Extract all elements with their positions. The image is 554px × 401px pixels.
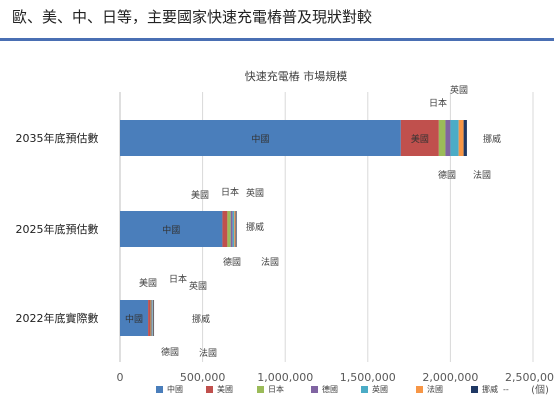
- legend-label: 日本: [268, 384, 284, 394]
- bar-annotation: 美國: [139, 277, 157, 289]
- bar-data-label: 中國: [125, 313, 143, 325]
- category-label: 2022年底實際數: [16, 311, 99, 325]
- bar-annotation: 日本: [169, 273, 187, 285]
- bar-segment: [463, 120, 467, 156]
- bar-segment: [151, 300, 153, 336]
- bar-segment: [234, 211, 236, 247]
- legend-label: 美國: [217, 384, 233, 394]
- legend-swatch: [361, 386, 368, 393]
- x-tick-label: 2,500,000: [505, 371, 554, 384]
- bar-segment: [450, 120, 459, 156]
- legend-label: 中國: [167, 384, 183, 394]
- legend-extra: --: [503, 385, 509, 394]
- bar-segment: [148, 300, 151, 336]
- bar-segment: [445, 120, 451, 156]
- bar-annotation: 日本: [221, 186, 239, 198]
- bar-annotation: 挪威: [192, 313, 210, 325]
- bar-annotation: 法國: [261, 256, 279, 268]
- bar-data-label: 美國: [411, 133, 429, 145]
- bar-annotation: 法國: [473, 169, 491, 181]
- bar-segment: [227, 211, 231, 247]
- bar-annotation: 挪威: [483, 133, 501, 145]
- bar-annotation: 英國: [246, 187, 264, 199]
- bar-annotation: 英國: [450, 84, 468, 96]
- bar-segment: [152, 300, 154, 336]
- x-tick-label: 2,000,000: [422, 371, 478, 384]
- bar-data-label: 中國: [162, 224, 180, 236]
- chart-title: 快速充電樁 市場規模: [245, 69, 348, 83]
- bar-segment: [120, 211, 223, 247]
- category-label: 2035年底預估數: [16, 131, 99, 145]
- bar-annotation: 法國: [199, 347, 217, 359]
- page-heading: 歐、美、中、日等，主要國家快速充電樁普及現狀對較: [12, 8, 373, 26]
- bar-segment: [222, 211, 228, 247]
- bar-annotation: 德國: [161, 346, 179, 358]
- heading-divider: [0, 38, 554, 41]
- bar-segment: [150, 300, 152, 336]
- legend-swatch: [257, 386, 264, 393]
- legend-label: 挪威: [482, 384, 498, 394]
- bar-segment: [400, 120, 439, 156]
- bar-annotation: 德國: [438, 169, 456, 181]
- legend-label: 法國: [427, 384, 443, 394]
- bar-segment: [153, 300, 155, 336]
- unit-label: (個): [531, 383, 549, 396]
- bar-segment: [120, 120, 401, 156]
- legend-swatch: [156, 386, 163, 393]
- legend-swatch: [416, 386, 423, 393]
- bar-segment: [120, 300, 149, 336]
- bar-segment: [232, 211, 235, 247]
- x-tick-label: 1,000,000: [257, 371, 313, 384]
- bar-annotation: 美國: [191, 189, 209, 201]
- bar-segment: [438, 120, 446, 156]
- legend-swatch: [311, 386, 318, 393]
- bar-segment: [152, 300, 153, 336]
- bar-annotation: 挪威: [246, 221, 264, 233]
- bar-segment: [458, 120, 464, 156]
- x-tick-label: 1,500,000: [340, 371, 396, 384]
- bar-annotation: 英國: [189, 280, 207, 292]
- category-label: 2025年底預估數: [16, 222, 99, 236]
- x-tick-label: 0: [117, 371, 124, 384]
- bar-annotation: 德國: [223, 256, 241, 268]
- legend-swatch: [471, 386, 478, 393]
- bar-data-label: 中國: [251, 133, 269, 145]
- bar-segment: [230, 211, 233, 247]
- bar-annotation: 日本: [429, 97, 447, 109]
- legend-label: 英國: [372, 384, 388, 394]
- bar-segment: [235, 211, 237, 247]
- legend-swatch: [206, 386, 213, 393]
- legend-label: 德國: [322, 384, 338, 394]
- x-tick-label: 500,000: [180, 371, 226, 384]
